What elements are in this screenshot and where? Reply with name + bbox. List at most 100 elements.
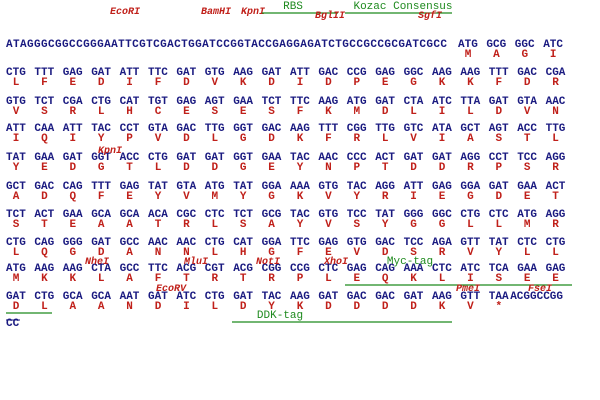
amino-acid: D [268,77,275,89]
codon: GGT [91,152,111,164]
codon: GTT [460,237,480,249]
amino-acid: Y [353,191,360,203]
codon: CGC [176,209,196,221]
amino-acid: D [325,77,332,89]
amino-acid: I [439,106,446,118]
codon: AAG [318,96,338,108]
amino-acid: L [98,273,105,285]
codon: TCC [517,152,537,164]
site-label: EcoRI [110,7,140,18]
codon: GAT [205,152,225,164]
codon: ACC [120,152,140,164]
codon: CTC [432,263,452,275]
amino-acid: P [353,162,360,174]
amino-acid: D [183,77,190,89]
amino-acid: H [126,106,133,118]
amino-acid: V [183,191,190,203]
amino-acid: V [524,106,531,118]
codon: TAC [290,152,310,164]
amino-acid: K [410,273,417,285]
amino-acid: L [410,106,417,118]
amino-acid: Q [69,191,76,203]
codon: AAG [460,67,480,79]
amino-acid: K [297,133,304,145]
amino-acid: T [41,219,48,231]
amino-acid: F [325,133,332,145]
amino-acid: T [382,162,389,174]
codon: GAT [63,152,83,164]
amino-acid: S [268,106,275,118]
codon: CTG [460,209,480,221]
dna-trailer: ACGGCCGG [510,291,563,303]
amino-acid: P [495,162,502,174]
amino-acid: Y [297,219,304,231]
amino-acid: E [126,191,133,203]
codon: TCT [233,209,253,221]
codon: GTG [347,237,367,249]
codon: GGT [233,123,253,135]
amino-acid: M [211,191,218,203]
codon: AAG [233,67,253,79]
amino-acid: M [465,49,472,61]
amino-acid: A [493,49,500,61]
codon: CTG [205,291,225,303]
amino-acid: L [439,273,446,285]
codon: ACG [233,263,253,275]
codon: ATT [63,123,83,135]
amino-acid: E [268,162,275,174]
codon: TCT [6,209,26,221]
amino-acid: P [353,77,360,89]
codon: GCG [486,39,506,51]
codon: ACT [34,209,54,221]
codon: CTC [318,263,338,275]
codon: AAC [318,152,338,164]
codon: CAG [34,237,54,249]
codon: TCT [34,96,54,108]
tag-label: Myc-tag [387,256,433,268]
codon: CGG [262,263,282,275]
amino-acid: E [382,77,389,89]
codon: GTA [148,123,168,135]
amino-acid: E [325,247,332,259]
codon: CTA [404,96,424,108]
site-label: PmeI [456,284,480,295]
codon: CCC [347,152,367,164]
amino-acid: L [155,162,162,174]
codon: GGA [460,181,480,193]
codon: CCG [290,263,310,275]
codon: CTG [6,237,26,249]
codon: AAG [290,123,310,135]
codon: GAA [517,181,537,193]
codon: GTT [460,291,480,303]
amino-acid: D [240,301,247,313]
amino-acid: P [297,273,304,285]
amino-acid: Y [13,162,20,174]
amino-acid: I [183,301,190,313]
amino-acid: R [439,247,446,259]
amino-acid: V [211,77,218,89]
codon: GCC [120,237,140,249]
site-label: NotI [256,257,280,268]
codon: TGT [148,96,168,108]
codon: GAT [91,67,111,79]
amino-acid: I [297,77,304,89]
amino-acid: R [552,219,559,231]
codon: CAG [63,181,83,193]
codon: AGG [546,152,566,164]
amino-acid: I [13,133,20,145]
amino-acid: G [240,162,247,174]
codon: TTC [148,67,168,79]
codon: TAT [375,209,395,221]
amino-acid: N [325,162,332,174]
site-label: KpnI [241,7,265,18]
codon: GTG [318,181,338,193]
amino-acid: T [524,133,531,145]
amino-acid: D [183,133,190,145]
amino-acid: S [211,106,218,118]
codon: ATG [205,181,225,193]
codon: GCC [120,263,140,275]
codon: GAA [63,209,83,221]
codon: GAA [233,96,253,108]
codon: GTA [176,181,196,193]
amino-acid: K [69,273,76,285]
